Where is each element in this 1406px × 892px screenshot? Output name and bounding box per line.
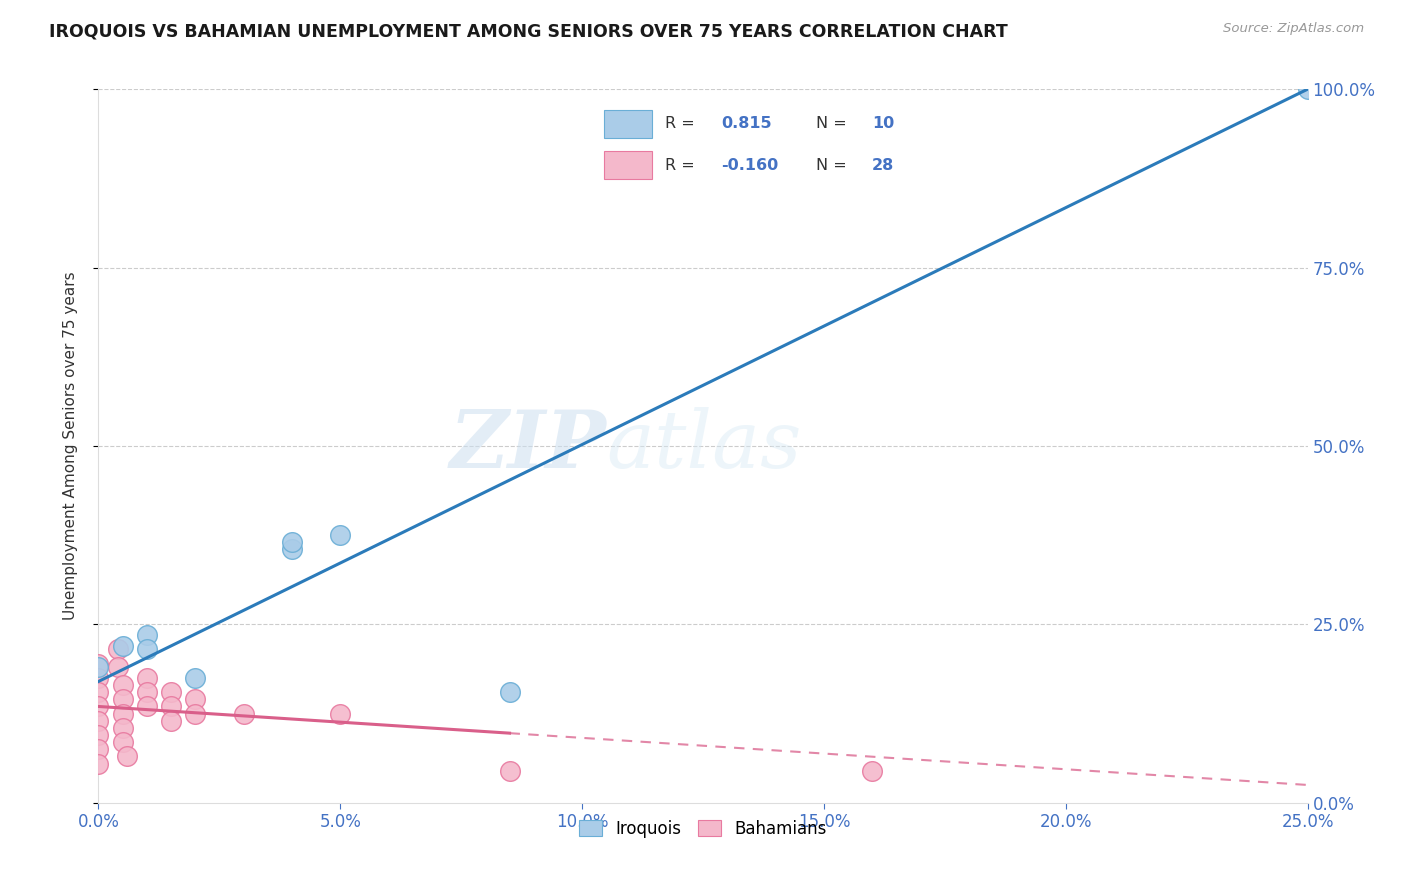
Point <box>135 699 157 714</box>
Point <box>135 628 157 642</box>
Point <box>87 714 110 728</box>
Y-axis label: Unemployment Among Seniors over 75 years: Unemployment Among Seniors over 75 years <box>63 272 77 620</box>
Point <box>498 764 520 778</box>
Point <box>160 714 183 728</box>
Point <box>281 535 304 549</box>
Point <box>232 706 254 721</box>
Point <box>87 671 110 685</box>
Point <box>87 699 110 714</box>
Point <box>860 764 883 778</box>
Text: Source: ZipAtlas.com: Source: ZipAtlas.com <box>1223 22 1364 36</box>
Point <box>87 742 110 756</box>
Point <box>184 706 207 721</box>
Point <box>135 671 157 685</box>
Point <box>184 692 207 706</box>
Point <box>184 671 207 685</box>
Point <box>87 756 110 771</box>
Point <box>1296 82 1319 96</box>
Text: atlas: atlas <box>606 408 801 484</box>
Point <box>329 706 352 721</box>
Point <box>107 660 129 674</box>
Point <box>135 642 157 657</box>
Point <box>111 735 134 749</box>
Point <box>87 660 110 674</box>
Point <box>111 721 134 735</box>
Point <box>87 685 110 699</box>
Text: IROQUOIS VS BAHAMIAN UNEMPLOYMENT AMONG SENIORS OVER 75 YEARS CORRELATION CHART: IROQUOIS VS BAHAMIAN UNEMPLOYMENT AMONG … <box>49 22 1008 40</box>
Point <box>87 728 110 742</box>
Point <box>111 706 134 721</box>
Point <box>107 642 129 657</box>
Point <box>281 542 304 557</box>
Point <box>160 685 183 699</box>
Point <box>160 699 183 714</box>
Point <box>111 692 134 706</box>
Point <box>111 678 134 692</box>
Text: ZIP: ZIP <box>450 408 606 484</box>
Legend: Iroquois, Bahamians: Iroquois, Bahamians <box>572 814 834 845</box>
Point <box>111 639 134 653</box>
Point <box>117 749 139 764</box>
Point <box>498 685 520 699</box>
Point <box>135 685 157 699</box>
Point <box>329 528 352 542</box>
Point <box>87 657 110 671</box>
